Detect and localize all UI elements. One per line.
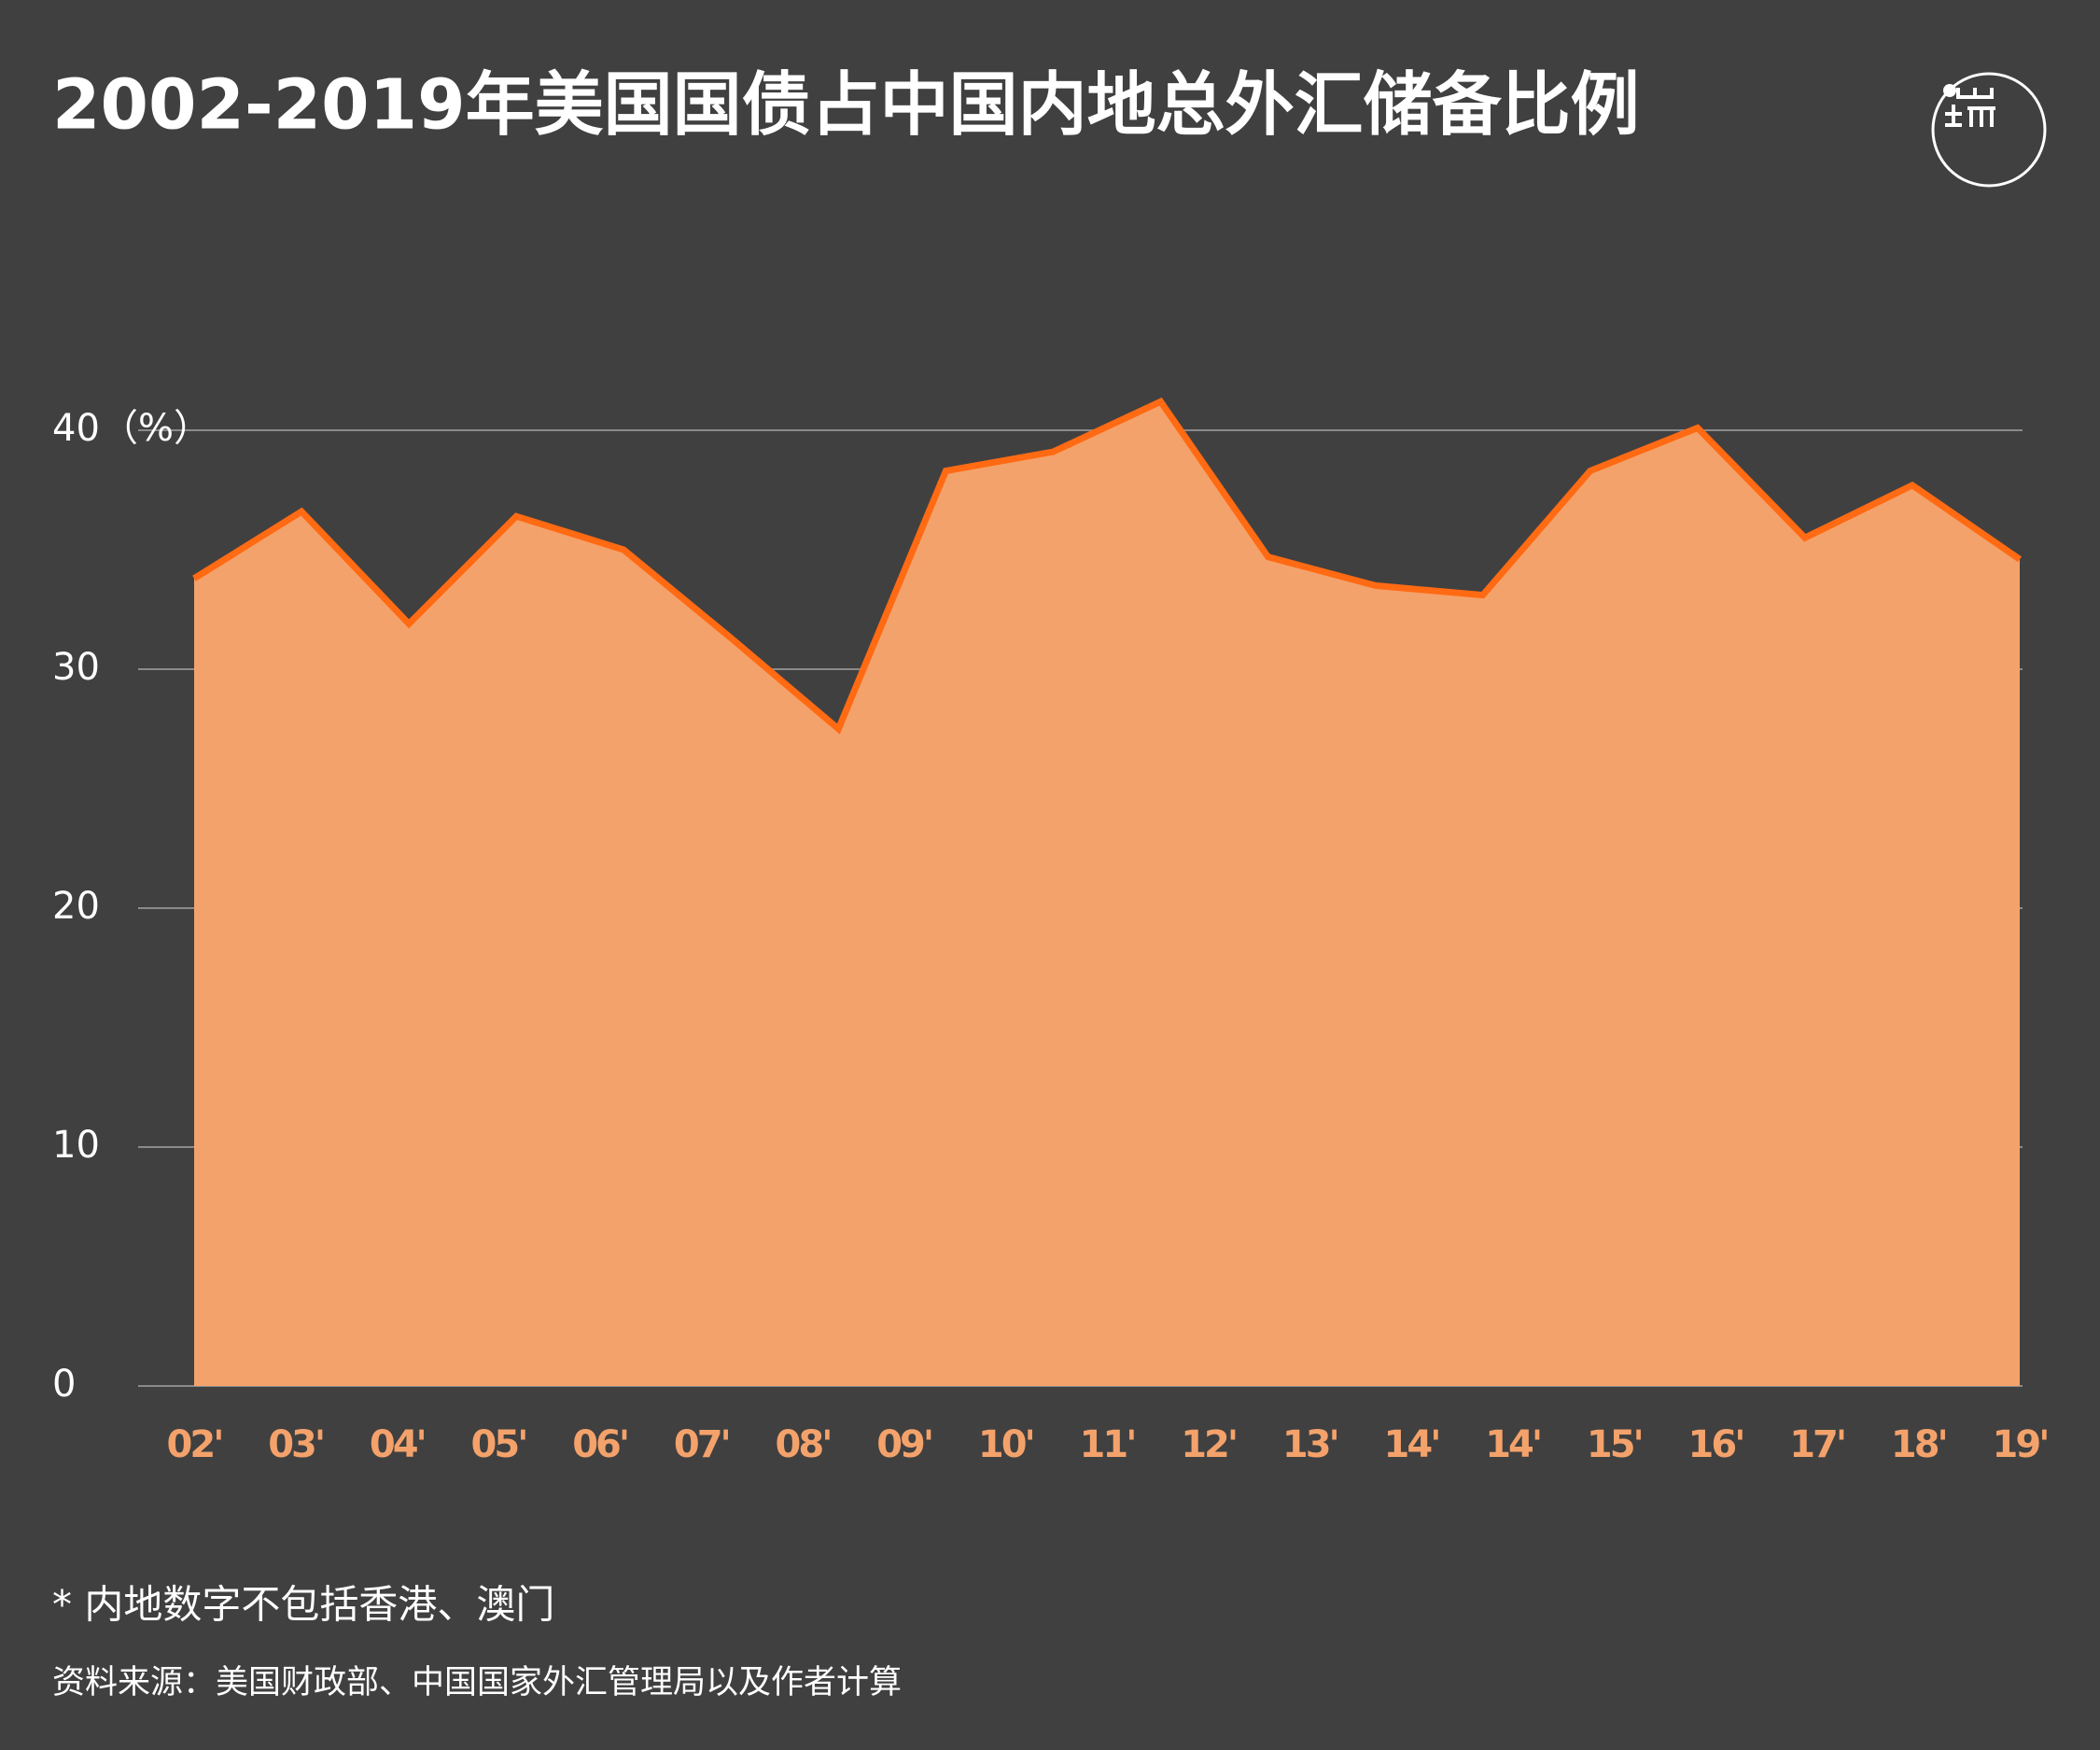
x-tick-label: 07' xyxy=(674,1423,729,1466)
y-tick-label: 40 xyxy=(52,407,100,450)
source: 资料来源：美国财政部、中国国家外汇管理局以及作者计算 xyxy=(52,1664,902,1701)
x-tick-label: 12' xyxy=(1181,1423,1236,1466)
chart-title: 2002-2019年美国国债占中国内地总外汇储备比例 xyxy=(52,65,1640,146)
y-tick-label: 20 xyxy=(52,885,100,928)
x-tick-label: 19' xyxy=(1993,1423,2048,1466)
x-tick-label: 14' xyxy=(1384,1423,1439,1466)
y-unit: （%） xyxy=(101,407,211,450)
y-tick-label: 10 xyxy=(52,1124,100,1167)
x-tick-label: 11' xyxy=(1080,1423,1135,1466)
logo xyxy=(1931,72,2047,188)
x-tick-label: 10' xyxy=(978,1423,1033,1466)
y-tick-label: 30 xyxy=(52,646,100,689)
x-tick-label: 14' xyxy=(1485,1423,1540,1466)
x-tick-label: 13' xyxy=(1282,1423,1337,1466)
x-tick-label: 18' xyxy=(1891,1423,1946,1466)
x-tick-label: 16' xyxy=(1688,1423,1743,1466)
x-tick-label: 15' xyxy=(1587,1423,1642,1466)
y-tick-label: 0 xyxy=(52,1363,76,1406)
x-tick-label: 08' xyxy=(776,1423,831,1466)
x-tick-label: 05' xyxy=(471,1423,526,1466)
x-tick-label: 17' xyxy=(1789,1423,1844,1466)
x-tick-label: 02' xyxy=(167,1423,222,1466)
x-tick-label: 04' xyxy=(370,1423,425,1466)
area xyxy=(194,401,2020,1386)
x-tick-label: 06' xyxy=(572,1423,627,1466)
x-tick-label: 09' xyxy=(876,1423,931,1466)
line xyxy=(192,397,2022,735)
x-tick-label: 03' xyxy=(268,1423,323,1466)
footnote: * 内地数字不包括香港、澳门 xyxy=(52,1582,554,1628)
